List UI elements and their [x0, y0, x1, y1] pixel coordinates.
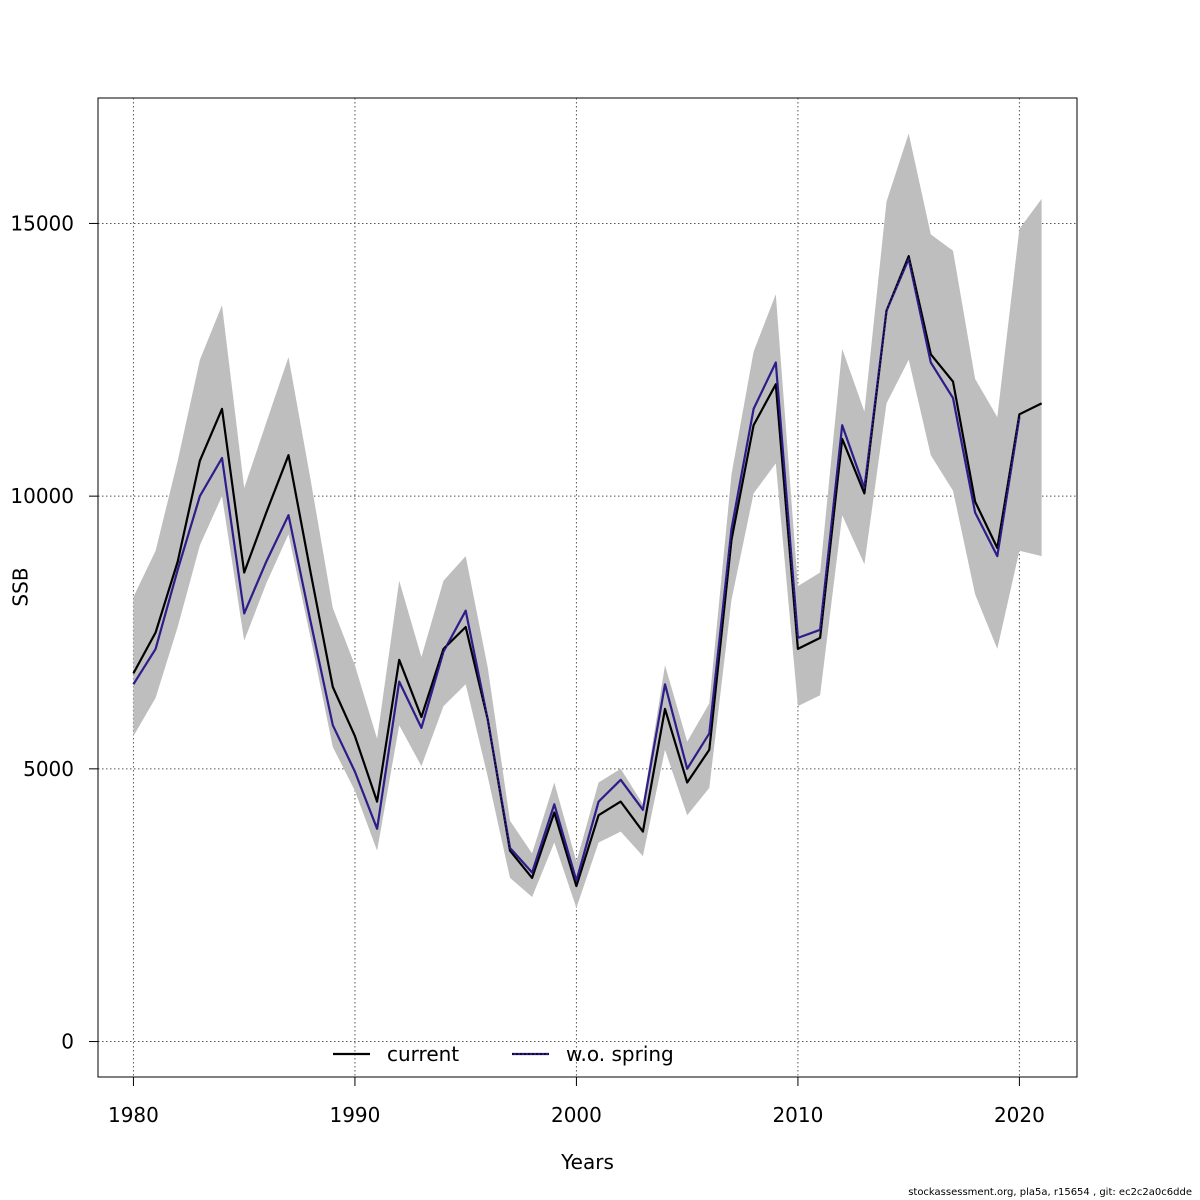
series-lines: [132, 255, 1043, 888]
x-tick-label-2020: 2020: [994, 1103, 1045, 1127]
x-tick-label-1990: 1990: [329, 1103, 380, 1127]
x-tick-label-2010: 2010: [772, 1103, 823, 1127]
x-tick-label-1980: 1980: [108, 1103, 159, 1127]
legend-label-current: current: [387, 1042, 459, 1066]
y-tick-label-15000: 15000: [10, 211, 74, 235]
y-axis-title: SSB: [9, 567, 33, 606]
confidence-bands: [133, 133, 1042, 908]
y-tick-label-0: 0: [61, 1030, 74, 1054]
x-tick-label-2000: 2000: [551, 1103, 602, 1127]
confidence-band-current: [133, 133, 1042, 908]
plot-frame: [97, 97, 1078, 1078]
series-line-current-dotted: [132, 255, 1042, 887]
legend-label-wo-spring: w.o. spring: [566, 1042, 674, 1066]
y-tick-label-10000: 10000: [10, 484, 74, 508]
y-tick-label-5000: 5000: [23, 757, 74, 781]
axes: 1980 1990 2000 2010 2020 0 5000 10000 15000: [10, 211, 1044, 1127]
x-axis-title: Years: [560, 1150, 614, 1174]
legend: current w.o. spring: [333, 1042, 674, 1066]
footer-credit: stockassessment.org, pla5a, r15654 , git…: [908, 1187, 1192, 1198]
